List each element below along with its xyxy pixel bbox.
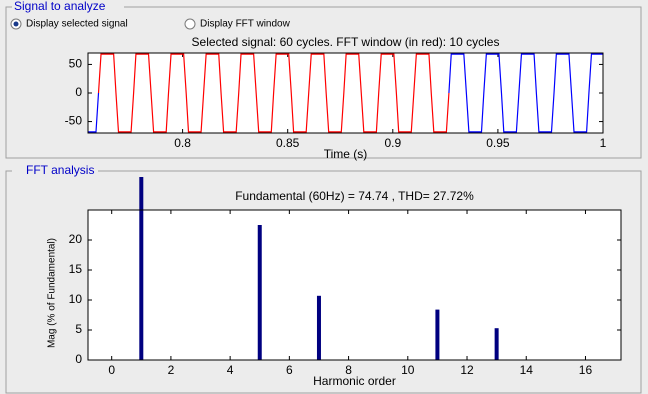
panel-label-bg [12, 0, 124, 14]
x-tick-label: 2 [168, 363, 175, 377]
panel-border [5, 170, 642, 394]
y-tick-label: 0 [75, 352, 82, 366]
radio-label[interactable]: Display FFT window [200, 19, 291, 30]
y-axis-label: Mag (% of Fundamental) [47, 238, 58, 348]
x-tick-label: 0.8 [174, 136, 191, 150]
panel-border [5, 6, 642, 159]
y-tick-label: 50 [69, 57, 83, 71]
radio-option[interactable]: Display selected signal [10, 18, 128, 30]
charts: Selected signal: 60 cycles. FFT window (… [47, 35, 622, 388]
panel-title: FFT analysis [26, 163, 94, 177]
axes-box [87, 52, 604, 134]
y-tick-label: -50 [65, 114, 83, 128]
y-tick-label: 15 [69, 262, 83, 276]
radio-label[interactable]: Display selected signal [26, 19, 128, 30]
bar [494, 328, 499, 360]
chart: Fundamental (60Hz) = 74.74 , THD= 27.72%… [47, 177, 622, 388]
signal-line [88, 53, 603, 133]
panel-label-bg [12, 164, 98, 178]
chart-title: Fundamental (60Hz) = 74.74 , THD= 27.72% [235, 189, 474, 203]
x-tick-label: 14 [520, 363, 534, 377]
radio-option[interactable]: Display FFT window [184, 18, 291, 30]
bar [139, 177, 144, 360]
plot-area [88, 210, 621, 360]
x-tick-label: 8 [345, 363, 352, 377]
bar [435, 309, 440, 360]
radio-button[interactable] [184, 18, 196, 30]
y-tick-label: 0 [75, 85, 82, 99]
x-tick-label: 0.85 [276, 136, 300, 150]
chart: Selected signal: 60 cycles. FFT window (… [65, 35, 607, 161]
bar [257, 225, 262, 360]
y-tick-label: 20 [69, 232, 83, 246]
radio-dot [13, 21, 19, 27]
x-tick-label: 12 [460, 363, 474, 377]
chart-title: Selected signal: 60 cycles. FFT window (… [192, 35, 500, 49]
panel-title: Signal to analyze [14, 0, 106, 13]
axes-box [87, 209, 622, 361]
x-tick-label: 0 [108, 363, 115, 377]
x-axis-label: Time (s) [324, 147, 368, 161]
x-axis-label: Harmonic order [313, 374, 396, 388]
x-tick-label: 16 [579, 363, 593, 377]
x-tick-label: 0.9 [384, 136, 401, 150]
x-tick-label: 6 [286, 363, 293, 377]
bar [316, 295, 321, 360]
x-tick-label: 0.95 [486, 136, 510, 150]
x-tick-label: 1 [600, 136, 607, 150]
y-tick-label: 5 [75, 322, 82, 336]
x-tick-label: 4 [227, 363, 234, 377]
radio-group: Display selected signal Display FFT windo… [10, 18, 291, 30]
x-tick-label: 10 [401, 363, 415, 377]
y-tick-label: 10 [69, 292, 83, 306]
signal-line [97, 53, 450, 133]
